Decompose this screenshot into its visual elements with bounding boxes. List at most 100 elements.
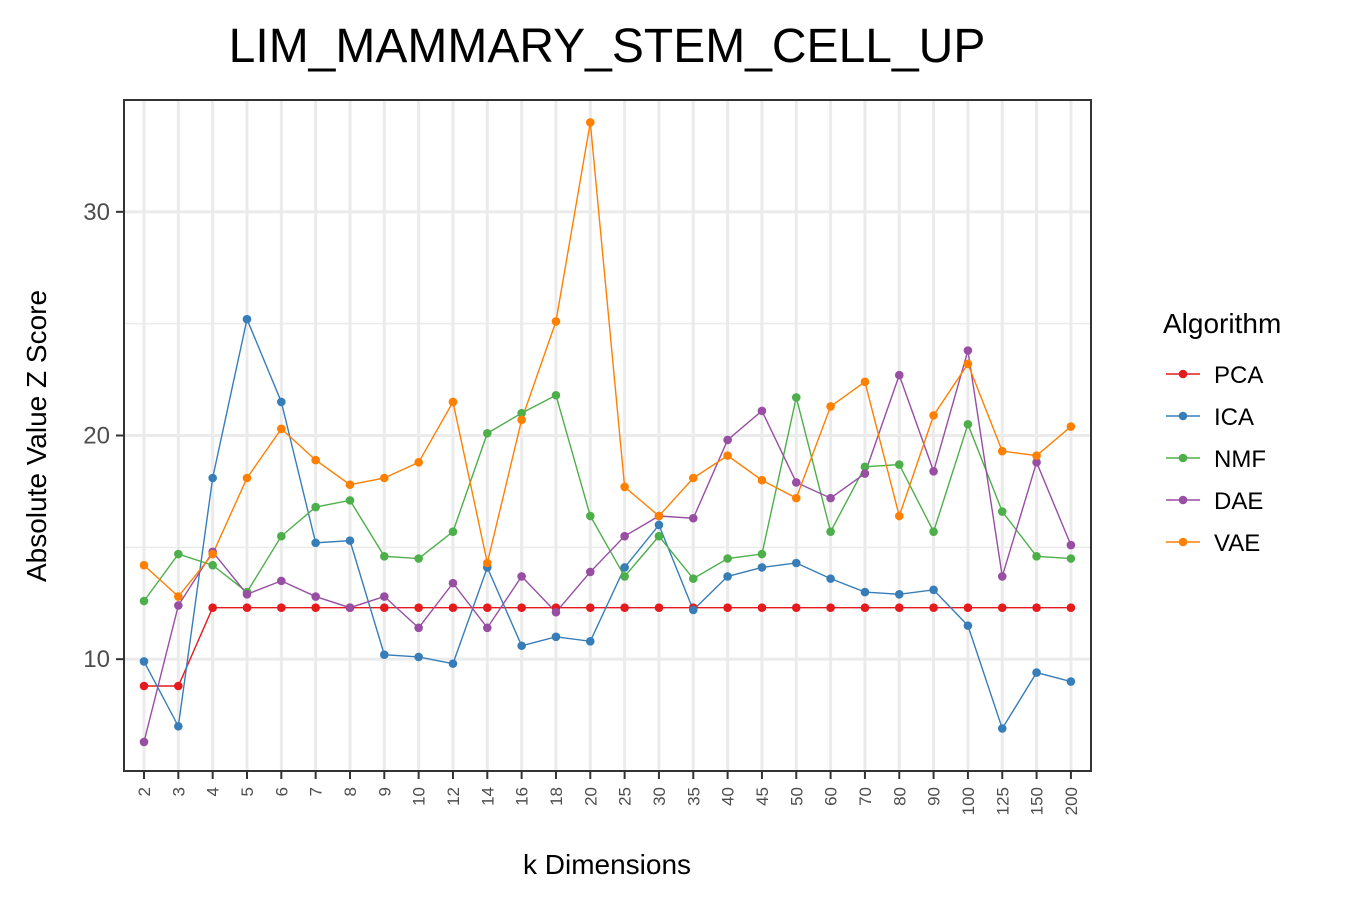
data-point-pca [208, 603, 217, 613]
legend-key-point [1178, 495, 1188, 505]
data-point-ica [414, 652, 423, 662]
data-point-dae [345, 603, 355, 613]
data-point-vae [929, 411, 938, 420]
data-point-vae [723, 451, 732, 460]
data-point-dae [757, 406, 767, 416]
data-point-dae [791, 478, 801, 487]
x-tick-label: 10 [410, 787, 429, 806]
data-point-nmf [585, 511, 595, 521]
data-point-vae [483, 558, 492, 568]
data-point-vae [997, 446, 1007, 456]
data-point-dae [723, 435, 732, 445]
data-point-ica [723, 572, 732, 581]
data-point-dae [620, 531, 629, 541]
data-point-vae [654, 511, 664, 521]
data-point-ica [688, 605, 698, 615]
data-point-ica [380, 650, 389, 659]
data-point-nmf [826, 527, 835, 536]
data-point-ica [208, 473, 217, 483]
legend-key-point [1178, 369, 1188, 379]
data-point-nmf [174, 549, 183, 559]
data-point-vae [139, 560, 149, 570]
data-point-pca [826, 603, 835, 613]
x-tick-label: 7 [307, 787, 326, 796]
data-point-ica [448, 659, 458, 668]
data-point-nmf [894, 460, 904, 469]
data-point-nmf [929, 527, 938, 536]
data-point-vae [277, 424, 286, 434]
data-point-pca [723, 603, 732, 613]
data-point-dae [1032, 458, 1041, 467]
x-tick-label: 40 [719, 787, 738, 806]
data-point-dae [997, 572, 1007, 581]
data-point-ica [654, 520, 664, 530]
data-point-vae [174, 592, 183, 601]
y-axis-ticks: 10 20 30 [83, 199, 124, 673]
data-point-vae [551, 317, 561, 326]
data-point-vae [1032, 451, 1041, 460]
x-tick-label: 150 [1028, 787, 1047, 815]
grid-lines [124, 99, 1091, 772]
x-tick-label: 100 [959, 787, 978, 815]
series-line-ica [143, 316, 1072, 731]
data-point-pca [791, 603, 801, 613]
data-point-dae [139, 737, 149, 747]
data-point-nmf [551, 390, 561, 400]
x-tick-label: 4 [204, 787, 223, 796]
data-point-pca [963, 603, 973, 613]
data-point-nmf [791, 393, 801, 402]
data-point-vae [620, 482, 629, 492]
data-point-nmf [1032, 551, 1041, 561]
data-point-pca [997, 603, 1007, 613]
data-point-dae [380, 592, 389, 601]
legend-label-pca: PCA [1214, 362, 1263, 389]
data-point-vae [1066, 422, 1076, 431]
data-point-vae [963, 359, 973, 369]
data-point-ica [997, 724, 1007, 733]
data-point-pca [929, 603, 938, 613]
data-point-nmf [723, 554, 732, 563]
y-tick-label: 10 [83, 646, 110, 673]
data-point-vae [894, 511, 904, 521]
data-point-ica [517, 641, 526, 651]
data-point-ica [242, 314, 252, 324]
x-tick-label: 200 [1062, 787, 1081, 815]
data-point-nmf [620, 572, 629, 581]
x-tick-label: 8 [341, 787, 360, 796]
data-point-dae [688, 513, 698, 523]
data-point-vae [380, 473, 389, 483]
x-tick-label: 90 [925, 787, 944, 806]
data-point-vae [345, 480, 355, 490]
data-point-pca [174, 681, 183, 691]
data-point-ica [139, 657, 149, 666]
data-point-nmf [654, 531, 664, 541]
data-point-nmf [277, 531, 286, 541]
data-point-vae [688, 473, 698, 483]
data-point-nmf [448, 527, 458, 536]
data-point-pca [311, 603, 320, 613]
x-tick-label: 35 [684, 787, 703, 806]
y-tick-label: 30 [83, 199, 110, 226]
chart-title: LIM_MAMMARY_STEM_CELL_UP [229, 20, 986, 73]
x-axis-ticks: 2 3 4 5 6 7 8 9 10 12 14 16 18 20 25 30 35 40 45 50 60 70 80 90… [135, 771, 1081, 815]
data-point-pca [380, 603, 389, 613]
data-point-dae [174, 601, 183, 610]
data-point-vae [757, 475, 767, 485]
data-point-ica [277, 397, 286, 407]
data-point-pca [620, 603, 629, 613]
x-tick-label: 2 [135, 787, 154, 796]
data-point-nmf [757, 549, 767, 559]
data-point-pca [894, 603, 904, 613]
data-point-vae [826, 402, 835, 411]
data-point-nmf [483, 428, 492, 438]
data-point-dae [551, 607, 561, 617]
x-tick-label: 60 [822, 787, 841, 806]
x-tick-label: 3 [169, 787, 188, 796]
data-point-ica [826, 574, 835, 583]
data-point-pca [139, 681, 149, 691]
data-point-pca [517, 603, 526, 613]
data-point-pca [585, 603, 595, 613]
x-tick-label: 125 [993, 787, 1012, 815]
series-line-vae [143, 122, 1072, 598]
data-point-ica [860, 587, 870, 597]
